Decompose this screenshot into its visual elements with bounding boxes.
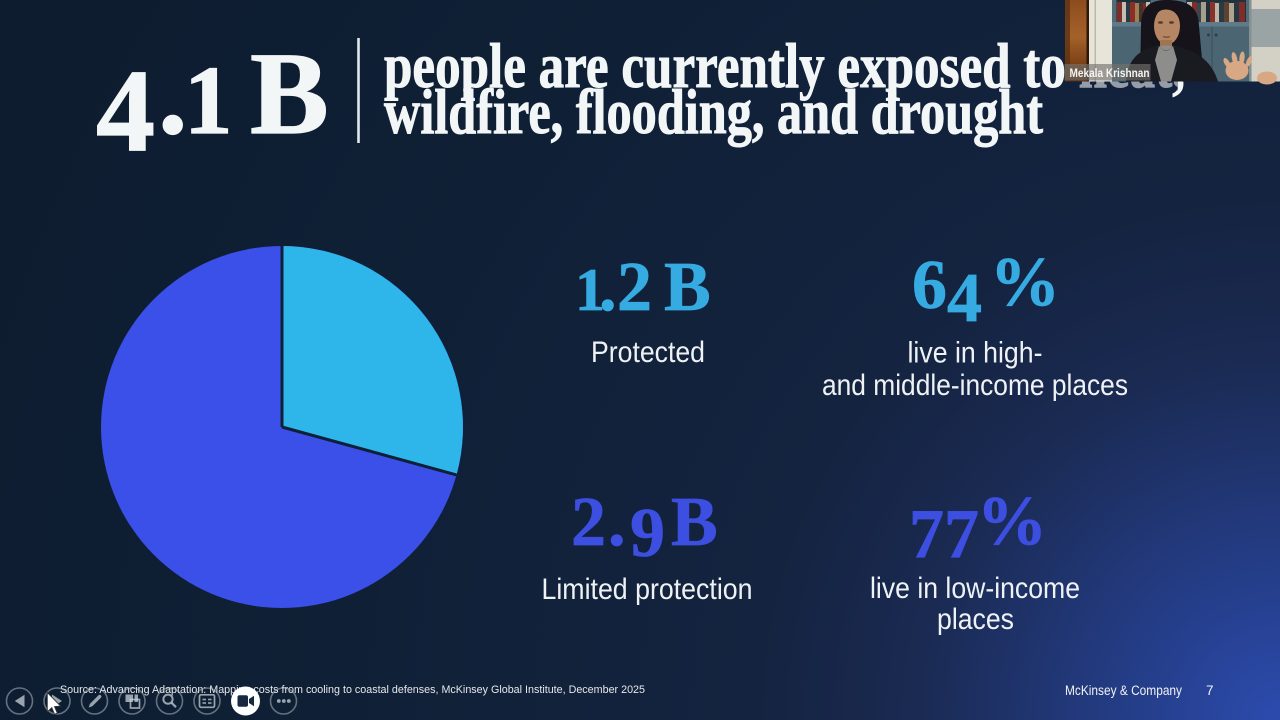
svg-text:and middle-income places: and middle-income places [822,369,1128,402]
svg-text:1: 1 [575,257,605,323]
svg-text:7: 7 [909,496,944,573]
svg-text:live in high-: live in high- [908,337,1043,370]
svg-text:B: B [250,28,329,159]
svg-text:Mekala Krishnan: Mekala Krishnan [1070,68,1150,80]
svg-text:Limited protection: Limited protection [542,573,753,606]
svg-text:B: B [671,484,718,561]
svg-text:wildfire, flooding, and drough: wildfire, flooding, and drought [384,76,1044,147]
svg-text:7: 7 [1206,683,1214,698]
svg-text:Source: Advancing Adaptation:: Source: Advancing Adaptation: Mapping co… [60,684,645,696]
svg-text:6: 6 [912,247,947,324]
svg-text:4: 4 [96,45,155,176]
svg-text:places: places [937,603,1014,636]
svg-text:B: B [664,249,711,326]
svg-text:%: % [977,483,1047,560]
svg-text:.: . [599,249,617,326]
svg-text:7: 7 [944,496,979,573]
svg-text:live in low-income: live in low-income [870,572,1080,605]
svg-text:.: . [608,484,626,561]
svg-text:McKinsey & Company: McKinsey & Company [1065,683,1182,698]
svg-text:people are currently exposed t: people are currently exposed to heat, [384,30,1185,101]
svg-text:1: 1 [184,47,233,154]
svg-text:2: 2 [571,484,606,561]
svg-text:2: 2 [617,249,652,326]
svg-text:%: % [990,244,1060,321]
svg-text:.: . [158,28,188,159]
svg-text:Protected: Protected [591,336,705,369]
svg-text:9: 9 [630,495,665,572]
svg-text:4: 4 [947,260,982,337]
